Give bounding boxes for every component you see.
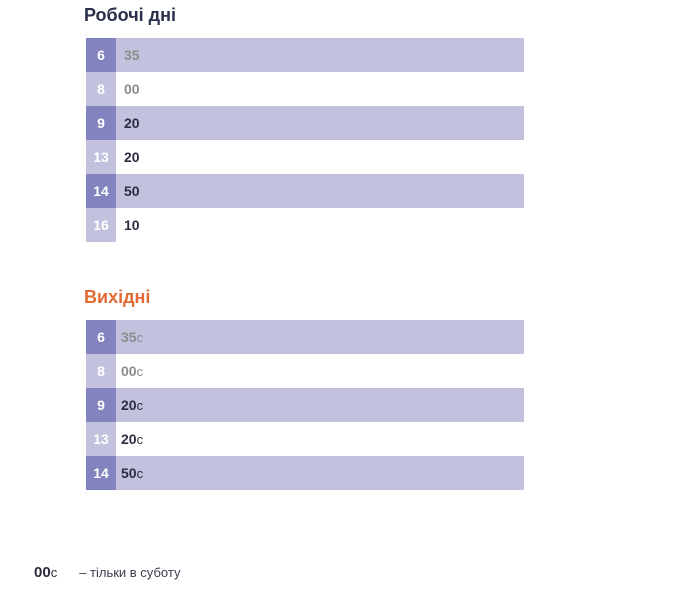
minutes-cell: 20 (124, 149, 140, 165)
hour-cell: 14 (86, 456, 116, 490)
hour-cell: 14 (86, 174, 116, 208)
saturday-suffix: с (136, 397, 144, 413)
legend-sample: 00с (34, 564, 57, 581)
hour-cell: 8 (86, 72, 116, 106)
minutes-cell: 50 (124, 183, 140, 199)
minutes-value: 50 (121, 465, 137, 481)
weekend-title: Вихідні (84, 287, 151, 307)
weekdays-title: Робочі дні (84, 5, 176, 25)
minutes-cell: 20 с (116, 422, 143, 456)
table-row: 13 20 (86, 140, 524, 174)
minutes-cell: 35 с (116, 320, 143, 354)
minutes-cell: 10 (124, 217, 140, 233)
minutes-cell: 20 с (116, 388, 143, 422)
minutes-value: 20 (121, 397, 137, 413)
table-row: 13 20 с (86, 422, 524, 456)
saturday-suffix: с (136, 431, 144, 447)
table-row: 9 20 (86, 106, 524, 140)
hour-cell: 8 (86, 354, 116, 388)
minutes-cell: 50 с (116, 456, 143, 490)
minutes-value: 00 (121, 363, 137, 379)
table-row: 14 50 с (86, 456, 524, 490)
minutes-cell: 00 с (116, 354, 143, 388)
hour-cell: 13 (86, 140, 116, 174)
minutes-value: 35 (121, 329, 137, 345)
table-row: 6 35 с (86, 320, 524, 354)
saturday-suffix: с (136, 329, 144, 345)
hour-cell: 16 (86, 208, 116, 242)
hour-cell: 13 (86, 422, 116, 456)
table-row: 14 50 (86, 174, 524, 208)
legend-sample-minutes: 00 (34, 564, 51, 581)
minutes-value: 20 (121, 431, 137, 447)
hour-cell: 9 (86, 106, 116, 140)
table-row: 16 10 (86, 208, 524, 242)
minutes-cell: 35 (124, 47, 140, 63)
hour-cell: 9 (86, 388, 116, 422)
hour-cell: 6 (86, 320, 116, 354)
table-row: 8 00 (86, 72, 524, 106)
weekend-table: 6 35 с 8 00 с 9 20 с 13 20 с 14 50 с (86, 320, 524, 490)
table-row: 9 20 с (86, 388, 524, 422)
saturday-suffix: с (136, 465, 144, 481)
legend-text: – тільки в суботу (79, 565, 181, 580)
legend-sample-suffix: с (50, 565, 58, 580)
hour-cell: 6 (86, 38, 116, 72)
minutes-cell: 00 (124, 81, 140, 97)
table-row: 8 00 с (86, 354, 524, 388)
legend: 00с – тільки в суботу (34, 564, 180, 581)
weekdays-table: 6 35 8 00 9 20 13 20 14 50 16 10 (86, 38, 524, 242)
saturday-suffix: с (136, 363, 144, 379)
minutes-cell: 20 (124, 115, 140, 131)
table-row: 6 35 (86, 38, 524, 72)
